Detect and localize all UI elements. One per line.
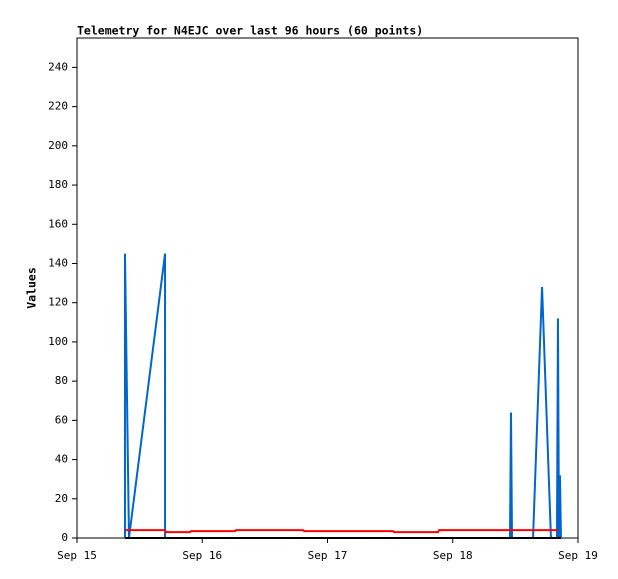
y-tick-label: 120 — [48, 296, 68, 309]
y-tick-label: 40 — [55, 453, 68, 466]
chart-title: Telemetry for N4EJC over last 96 hours (… — [77, 24, 423, 38]
y-tick-label: 100 — [48, 335, 68, 348]
plot-frame — [76, 37, 579, 539]
y-tick-label: 20 — [55, 492, 68, 505]
x-tick-label: Sep 17 — [308, 549, 348, 562]
y-tick-label: 240 — [48, 60, 68, 73]
x-tick-label: Sep 19 — [558, 549, 598, 562]
y-tick-label: 80 — [55, 374, 68, 387]
y-axis-label: Values — [25, 267, 39, 309]
series-line — [123, 253, 562, 539]
y-tick-label: 220 — [48, 100, 68, 113]
series-line — [124, 529, 558, 534]
x-tick-label: Sep 16 — [182, 549, 222, 562]
y-tick-label: 60 — [55, 413, 68, 426]
y-tick-label: 140 — [48, 256, 68, 269]
y-tick-label: 160 — [48, 217, 68, 230]
y-tick-label: 0 — [61, 531, 68, 544]
y-tick-label: 200 — [48, 139, 68, 152]
x-tick-label: Sep 15 — [57, 549, 97, 562]
y-tick-label: 180 — [48, 178, 68, 191]
x-tick-label: Sep 18 — [433, 549, 473, 562]
